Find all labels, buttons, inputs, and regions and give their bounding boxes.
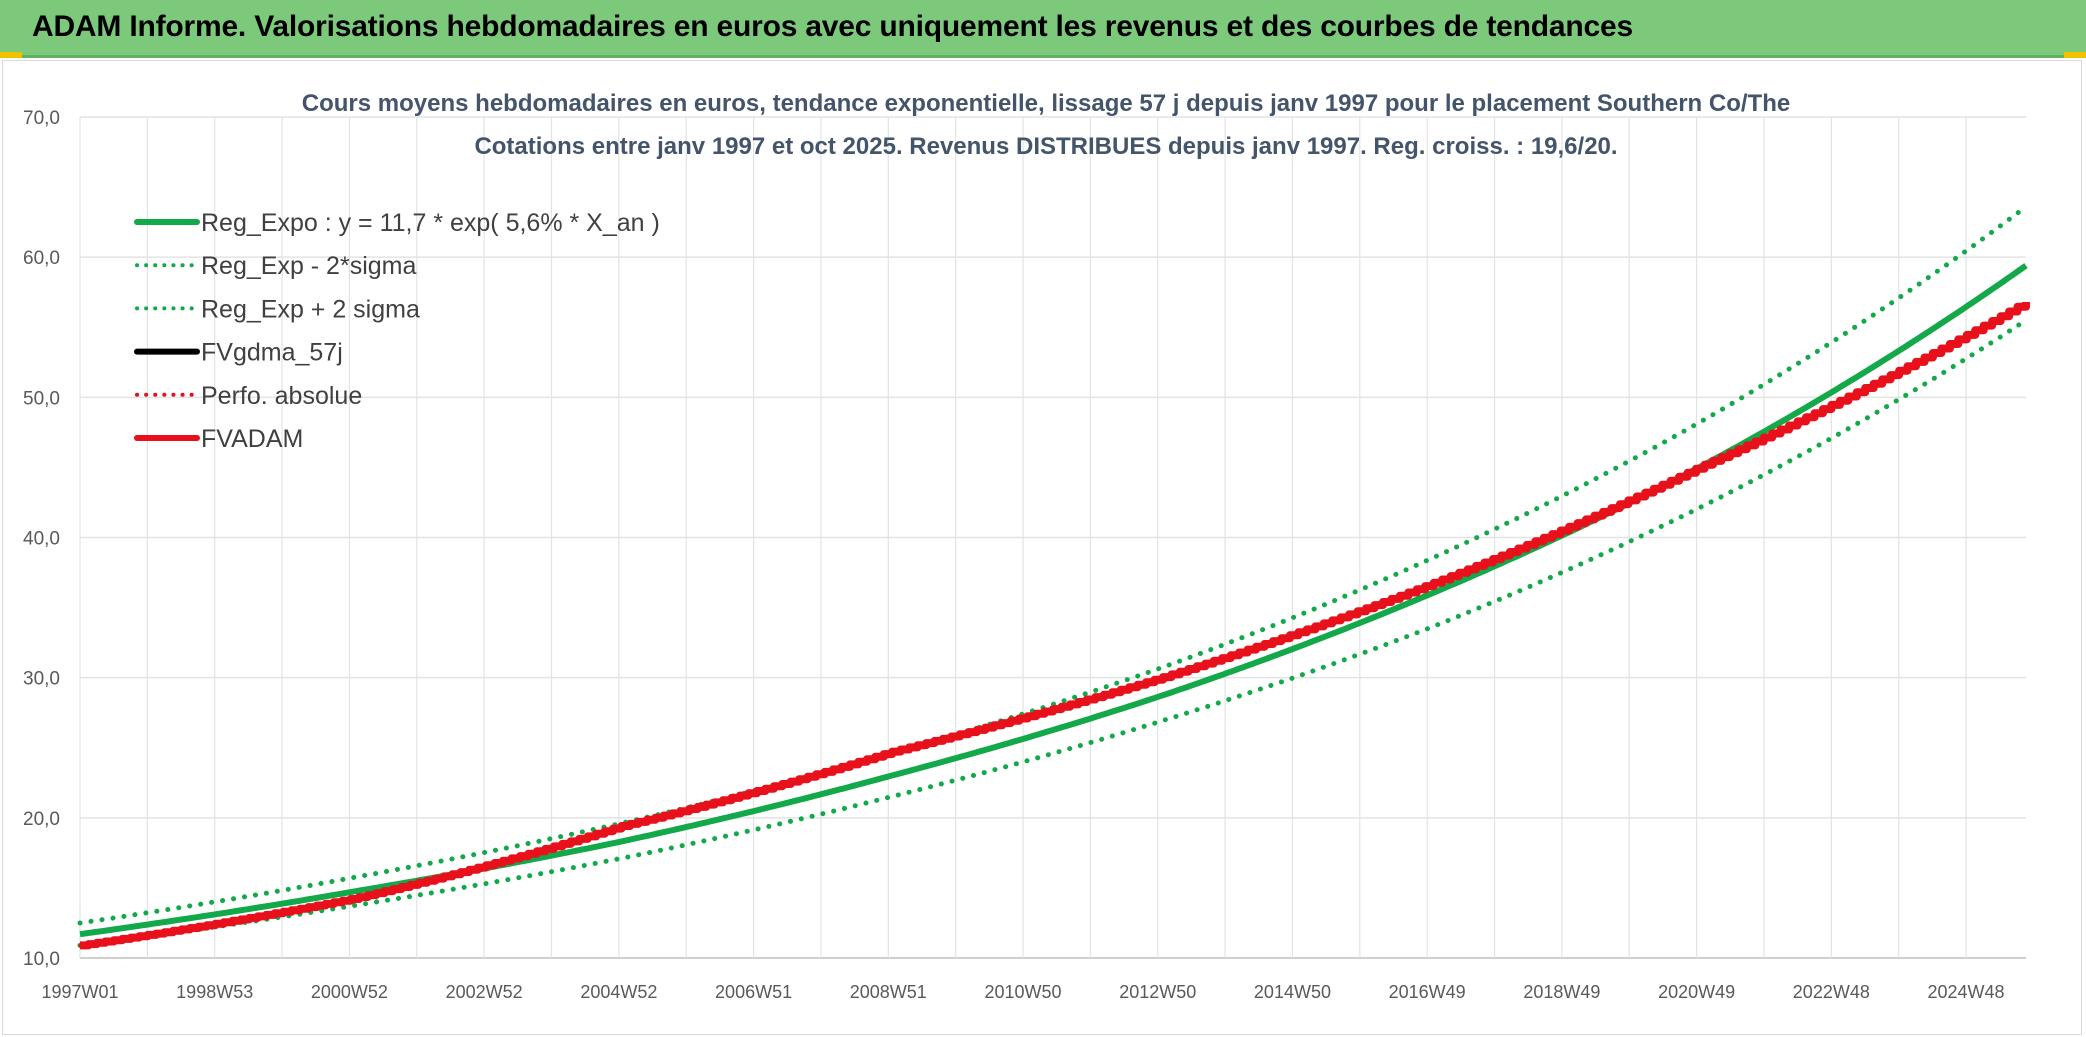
chart-frame [2, 60, 2082, 1035]
series-line-1 [77, 317, 2029, 948]
series-group [77, 204, 2030, 950]
x-tick-label: 1998W53 [176, 982, 253, 1002]
series-line-2 [77, 204, 2029, 926]
x-tick-label: 2020W49 [1658, 982, 1735, 1002]
legend-label: Reg_Exp - 2*sigma [201, 252, 416, 280]
y-tick-label: 40,0 [23, 529, 60, 550]
x-tick-label: 2024W48 [1928, 982, 2005, 1002]
y-tick-label: 60,0 [23, 248, 60, 269]
x-tick-label: 1997W01 [41, 982, 118, 1002]
y-tick-label: 10,0 [23, 949, 60, 970]
x-tick-label: 2016W49 [1389, 982, 1466, 1002]
x-tick-label: 2006W51 [715, 982, 792, 1002]
x-tick-label: 2012W50 [1119, 982, 1196, 1002]
x-tick-label: 2000W52 [311, 982, 388, 1002]
legend: Reg_Expo : y = 11,7 * exp( 5,6% * X_an )… [134, 209, 660, 453]
report-title: ADAM Informe. Valorisations hebdomadaire… [32, 10, 1633, 43]
x-tick-label: 2022W48 [1793, 982, 1870, 1002]
x-tick-label: 2014W50 [1254, 982, 1331, 1002]
report-header-banner: ADAM Informe. Valorisations hebdomadaire… [0, 0, 2086, 58]
x-tick-label: 2010W50 [984, 982, 1061, 1002]
y-tick-label: 20,0 [23, 809, 60, 830]
series-line-5 [80, 302, 2030, 950]
x-axis: 1997W01 1998W53 2000W52 2002W52 2004W52 2006W… [41, 982, 2004, 1002]
legend-label: Reg_Expo : y = 11,7 * exp( 5,6% * X_an ) [201, 209, 660, 237]
x-tick-label: 2002W52 [446, 982, 523, 1002]
series-line-0 [79, 263, 2028, 938]
corner-accent-left [0, 52, 22, 58]
y-tick-label: 70,0 [23, 108, 60, 129]
legend-label: Perfo. absolue [201, 382, 362, 410]
y-axis: 10,0 20,0 30,0 40,0 50,0 60,0 70,0 [23, 108, 60, 970]
legend-label: FVgdma_57j [201, 339, 343, 367]
x-tick-label: 2004W52 [580, 982, 657, 1002]
y-tick-label: 50,0 [23, 388, 60, 409]
x-tick-label: 2008W51 [850, 982, 927, 1002]
grid-lines [79, 116, 2026, 959]
x-tick-label: 2018W49 [1523, 982, 1600, 1002]
legend-label: Reg_Exp + 2 sigma [201, 295, 420, 323]
chart-title: Cours moyens hebdomadaires en euros, ten… [302, 90, 1790, 117]
legend-label: FVADAM [201, 425, 303, 453]
y-tick-label: 30,0 [23, 669, 60, 690]
series-line-4 [78, 300, 2028, 947]
corner-accent-right [2064, 52, 2086, 58]
chart-subtitle: Cotations entre janv 1997 et oct 2025. R… [474, 133, 1617, 160]
